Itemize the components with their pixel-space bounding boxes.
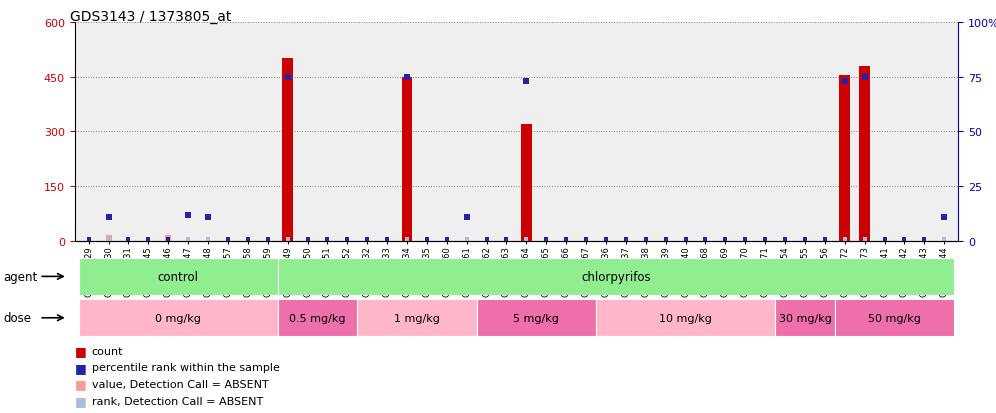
Text: 0 mg/kg: 0 mg/kg [155, 313, 201, 323]
Text: control: control [157, 270, 198, 283]
Text: 1 mg/kg: 1 mg/kg [394, 313, 440, 323]
Text: agent: agent [3, 270, 37, 283]
Bar [596, 299, 775, 337]
Bar [106, 235, 112, 242]
Bar [775, 299, 835, 337]
Text: ■: ■ [75, 361, 87, 374]
Text: 10 mg/kg: 10 mg/kg [659, 313, 712, 323]
Text: percentile rank within the sample: percentile rank within the sample [92, 363, 280, 373]
Bar [165, 235, 171, 242]
Text: value, Detection Call = ABSENT: value, Detection Call = ABSENT [92, 379, 268, 389]
Bar [278, 299, 358, 337]
Bar [840, 76, 851, 242]
Bar [860, 66, 871, 242]
Bar [835, 299, 954, 337]
Text: ■: ■ [75, 394, 87, 407]
Bar [282, 59, 293, 242]
Text: 5 mg/kg: 5 mg/kg [513, 313, 560, 323]
Text: GDS3143 / 1373805_at: GDS3143 / 1373805_at [70, 10, 231, 24]
Bar [358, 299, 477, 337]
Text: ■: ■ [75, 344, 87, 358]
Text: 30 mg/kg: 30 mg/kg [779, 313, 832, 323]
Text: chlorpyrifos: chlorpyrifos [581, 270, 650, 283]
Bar [79, 299, 278, 337]
Bar [477, 299, 596, 337]
Text: ■: ■ [75, 377, 87, 391]
Bar [401, 77, 412, 242]
Bar [278, 258, 954, 295]
Text: 50 mg/kg: 50 mg/kg [869, 313, 921, 323]
Text: dose: dose [3, 311, 31, 325]
Text: rank, Detection Call = ABSENT: rank, Detection Call = ABSENT [92, 396, 263, 406]
Bar [521, 125, 532, 242]
Bar [79, 258, 278, 295]
Text: count: count [92, 346, 124, 356]
Text: 0.5 mg/kg: 0.5 mg/kg [289, 313, 346, 323]
